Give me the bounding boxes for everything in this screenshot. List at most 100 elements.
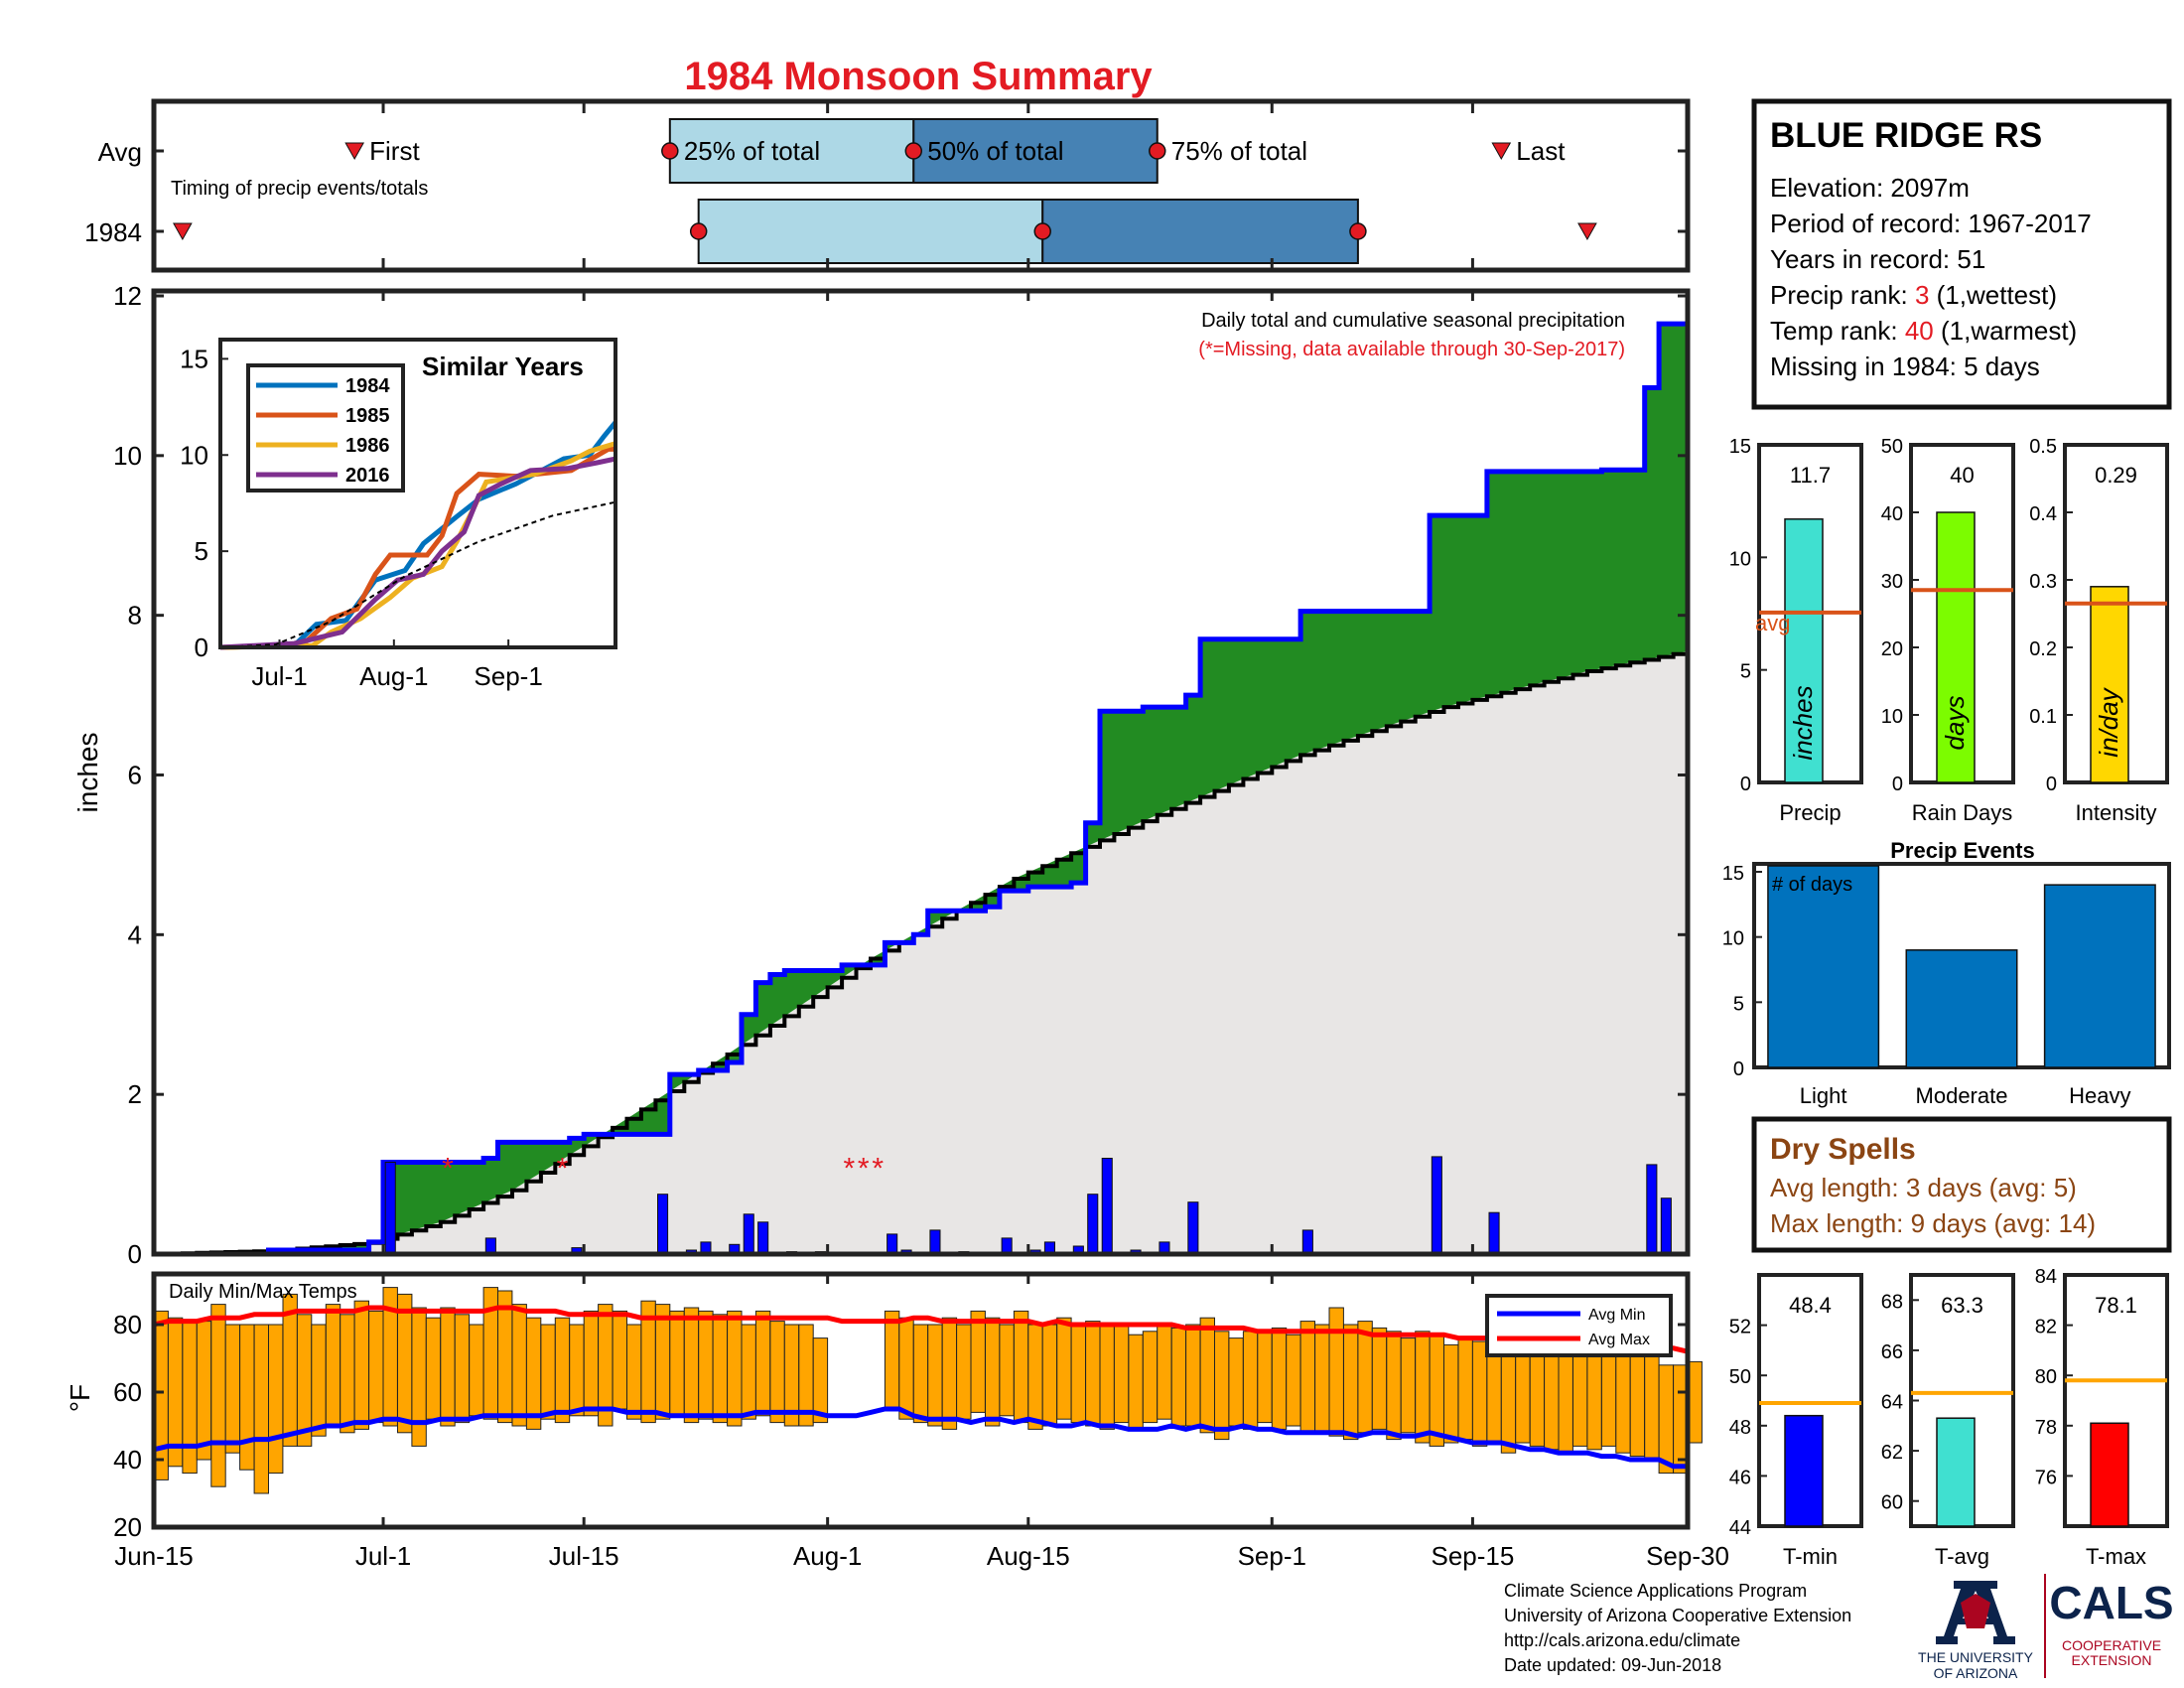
stat-y-tick-label: 44 — [1729, 1517, 1751, 1539]
daily-temp-bar — [497, 1290, 513, 1424]
legend-label-2016: 2016 — [345, 465, 390, 487]
stat-y-tick-label: 52 — [1729, 1317, 1751, 1338]
daily-temp-bar — [1070, 1324, 1086, 1424]
daily-temp-bar — [1314, 1324, 1330, 1434]
main-y-tick-label: 0 — [128, 1239, 142, 1269]
stat-bar-t-max — [2090, 1422, 2129, 1527]
cals-logo-text: CALS — [2049, 1577, 2173, 1628]
inset-y-tick-label: 15 — [180, 344, 208, 373]
daily-temp-bar — [1415, 1331, 1431, 1444]
stat-y-tick-label: 48 — [1729, 1417, 1751, 1439]
missing-day-marker: * — [557, 1153, 569, 1186]
daily-precip-bar — [657, 1194, 669, 1255]
inset-x-tick-label: Aug-1 — [359, 661, 428, 691]
main-y-tick-label: 4 — [128, 919, 142, 949]
daily-temp-bar — [999, 1324, 1015, 1417]
timing-box-50-75 — [912, 118, 1159, 184]
daily-temp-bar — [1457, 1337, 1473, 1441]
footer-line4: Date updated: 09-Jun-2018 — [1504, 1655, 1721, 1675]
daily-temp-bar — [1386, 1331, 1402, 1441]
timing-p25-marker — [661, 142, 679, 160]
stat-y-tick-label: 82 — [2035, 1317, 2057, 1338]
event-category-label: Light — [1800, 1083, 1847, 1108]
daily-temp-bar — [1257, 1331, 1273, 1424]
daily-temp-bar — [1214, 1331, 1230, 1441]
date-axis-tick-label: Jun-15 — [114, 1541, 194, 1571]
timing-last-marker — [1577, 222, 1597, 241]
events-title: Precip Events — [1890, 838, 2035, 863]
missing-note: (*=Missing, data available through 30-Se… — [1198, 339, 1625, 360]
daily-precip-bar — [1646, 1164, 1658, 1255]
daily-precip-bar — [757, 1221, 769, 1255]
stat-avg-label: avg — [1755, 611, 1790, 635]
daily-temp-bar — [1328, 1307, 1344, 1437]
timing-first-marker — [173, 222, 193, 241]
temp-title: Daily Min/Max Temps — [169, 1281, 357, 1303]
stat-y-tick-label: 84 — [2035, 1266, 2057, 1288]
precip-rank: Precip rank: 3 (1,wettest) — [1770, 280, 2057, 310]
timing-p25-marker — [689, 222, 708, 240]
stat-y-tick-label: 78 — [2035, 1417, 2057, 1439]
daily-temp-bar — [525, 1317, 542, 1430]
university-of-arizona-logo: THE UNIVERSITY OF ARIZONA — [1918, 1581, 2034, 1681]
ua-a-accent — [1961, 1594, 1990, 1628]
stat-name-0: Precip — [1779, 800, 1841, 825]
daily-precip-bar — [1488, 1211, 1500, 1255]
daily-temp-bar — [754, 1310, 771, 1417]
daily-temp-bar — [1400, 1337, 1417, 1434]
daily-temp-bar — [1128, 1334, 1144, 1430]
temperature-chart: 20 40 60 80 Jun-15 Jul-1 Jul-15 Aug-1 Aug-15 Sep-… — [65, 1271, 1729, 1571]
daily-temp-bar — [1113, 1324, 1130, 1424]
stat-value-2: 78.1 — [2095, 1293, 2137, 1318]
daily-temp-bar — [1085, 1321, 1101, 1427]
timing-box-50-75 — [1041, 199, 1359, 264]
timing-p25-label: 25% of total — [684, 136, 820, 166]
figure-title: 1984 Monsoon Summary — [684, 55, 1153, 98]
daily-temp-bar — [1027, 1324, 1043, 1430]
daily-temp-bar — [1199, 1317, 1215, 1434]
daily-temp-bar — [253, 1324, 270, 1494]
similar-years-inset: 0 5 10 15 Jul-1 Aug-1 Sep-1 Similar Years 1984… — [180, 338, 617, 691]
daily-temp-bar — [1658, 1364, 1674, 1475]
timing-p50-label: 50% of total — [927, 136, 1063, 166]
daily-temp-bar — [683, 1307, 700, 1424]
daily-precip-bar — [1101, 1158, 1113, 1255]
date-axis-tick-label: Aug-15 — [987, 1541, 1070, 1571]
stat-y-tick-label: 0.5 — [2029, 436, 2057, 458]
daily-temp-bar — [741, 1324, 756, 1420]
stat-y-tick-label: 0.2 — [2029, 638, 2057, 660]
temp-y-label: °F — [65, 1384, 95, 1412]
date-axis-tick-label: Sep-1 — [1238, 1541, 1306, 1571]
stat-name-1: Rain Days — [1912, 800, 2012, 825]
footer-line1: Climate Science Applications Program — [1504, 1581, 1807, 1601]
stat-bar-intensity — [2090, 586, 2129, 783]
station-info-panel: BLUE RIDGE RS Elevation: 2097m Period of… — [1751, 98, 2172, 410]
legend-label-1984: 1984 — [345, 375, 390, 397]
stat-y-tick-label: 0 — [1892, 774, 1903, 795]
daily-temp-bar — [698, 1310, 714, 1420]
timing-row-year-label: 1984 — [84, 217, 142, 247]
daily-temp-bar — [397, 1293, 413, 1434]
timing-last-marker — [1491, 142, 1512, 161]
daily-temp-bar — [1142, 1331, 1159, 1424]
date-axis-tick-label: Sep-30 — [1646, 1541, 1729, 1571]
station-name: BLUE RIDGE RS — [1770, 116, 2042, 155]
daily-precip-bar — [887, 1233, 898, 1255]
station-period: Period of record: 1967-2017 — [1770, 209, 2092, 238]
daily-temp-bar — [1228, 1337, 1244, 1427]
timing-p75-marker — [1349, 222, 1367, 240]
daily-temp-bar — [1615, 1350, 1631, 1454]
stat-y-tick-label: 30 — [1881, 571, 1903, 593]
stat-name-1: T-avg — [1935, 1544, 1989, 1569]
legend-label-avg-max: Avg Max — [1588, 1332, 1650, 1348]
daily-temp-bar — [1041, 1324, 1058, 1427]
stat-unit-0: inches — [1788, 685, 1818, 760]
daily-temp-bar — [1013, 1310, 1029, 1424]
daily-precip-bar — [743, 1213, 754, 1255]
stat-bar-rain-days — [1936, 511, 1976, 783]
daily-temp-bar — [282, 1293, 298, 1447]
temp-plot-frame — [151, 1271, 1691, 1530]
daily-temp-bar — [353, 1300, 370, 1430]
date-axis-tick-label: Jul-15 — [549, 1541, 619, 1571]
